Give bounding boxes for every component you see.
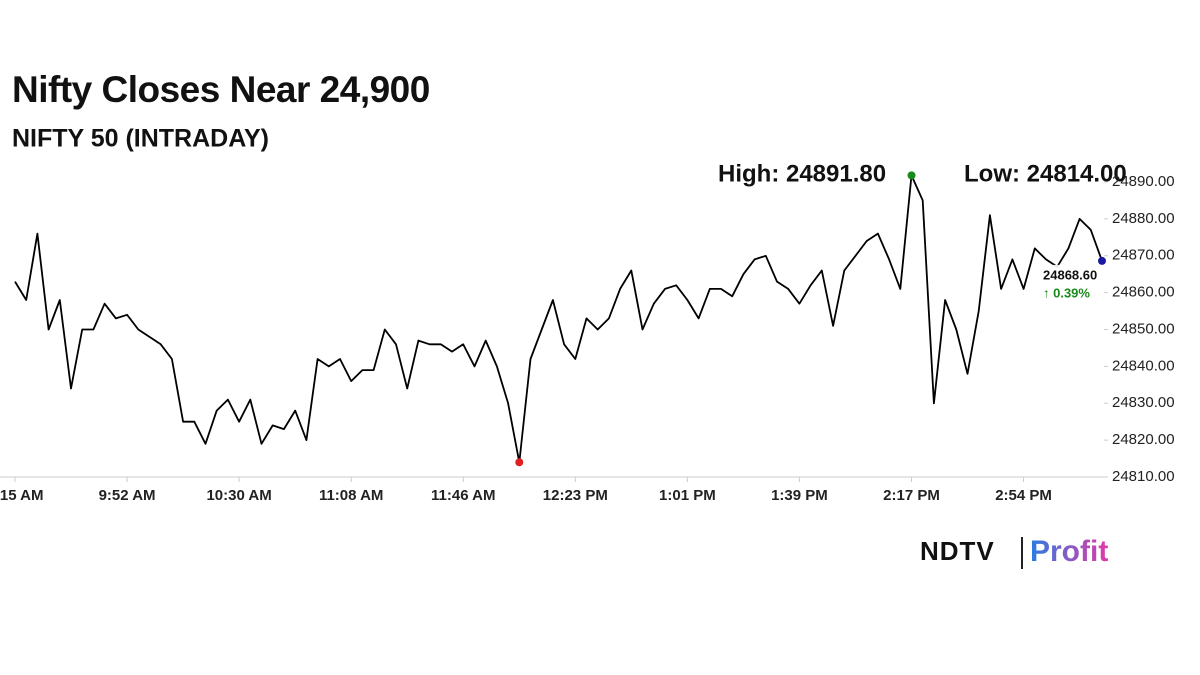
y-tick-label: 24880.00	[1112, 210, 1175, 227]
y-tick-label: 24860.00	[1112, 284, 1175, 301]
y-tick-label: 24810.00	[1112, 468, 1175, 485]
x-tick-label: 2:17 PM	[883, 487, 940, 504]
y-tick-label: 24830.00	[1112, 394, 1175, 411]
x-tick-label: 10:30 AM	[206, 487, 271, 504]
change-label: ↑ 0.39%	[1043, 285, 1090, 300]
high-annotation: High: 24891.80	[718, 160, 886, 187]
x-tick-label: 2:54 PM	[995, 487, 1052, 504]
chart-title: Nifty Closes Near 24,900	[12, 69, 430, 110]
x-tick-label: 11:08 AM	[319, 487, 383, 504]
last-dot	[1098, 256, 1106, 265]
y-tick-label: 24820.00	[1112, 431, 1175, 448]
x-tick-label: 1:01 PM	[659, 487, 716, 504]
low-annotation: Low: 24814.00	[964, 160, 1127, 187]
x-tick-label: 11:46 AM	[431, 487, 495, 504]
brand-right: Profit	[1030, 535, 1108, 568]
brand-left: NDTV	[920, 536, 995, 566]
price-line	[14, 174, 1103, 464]
x-tick-label: 9:52 AM	[99, 487, 156, 504]
low-dot	[515, 458, 524, 467]
x-tick-label: 12:23 PM	[543, 487, 608, 504]
last-box	[1038, 264, 1102, 307]
high-dot	[907, 171, 916, 180]
y-tick-label: 24850.00	[1112, 320, 1175, 337]
x-tick-label: 9:15 AM	[0, 487, 43, 504]
x-tick-label: 1:39 PM	[771, 487, 828, 504]
y-tick-label: 24840.00	[1112, 357, 1175, 374]
y-tick-label: 24870.00	[1112, 247, 1175, 264]
chart-subtitle: NIFTY 50 (INTRADAY)	[12, 125, 269, 153]
last-label: 24868.60	[1043, 267, 1097, 282]
y-tick-label: 24890.00	[1112, 173, 1175, 190]
